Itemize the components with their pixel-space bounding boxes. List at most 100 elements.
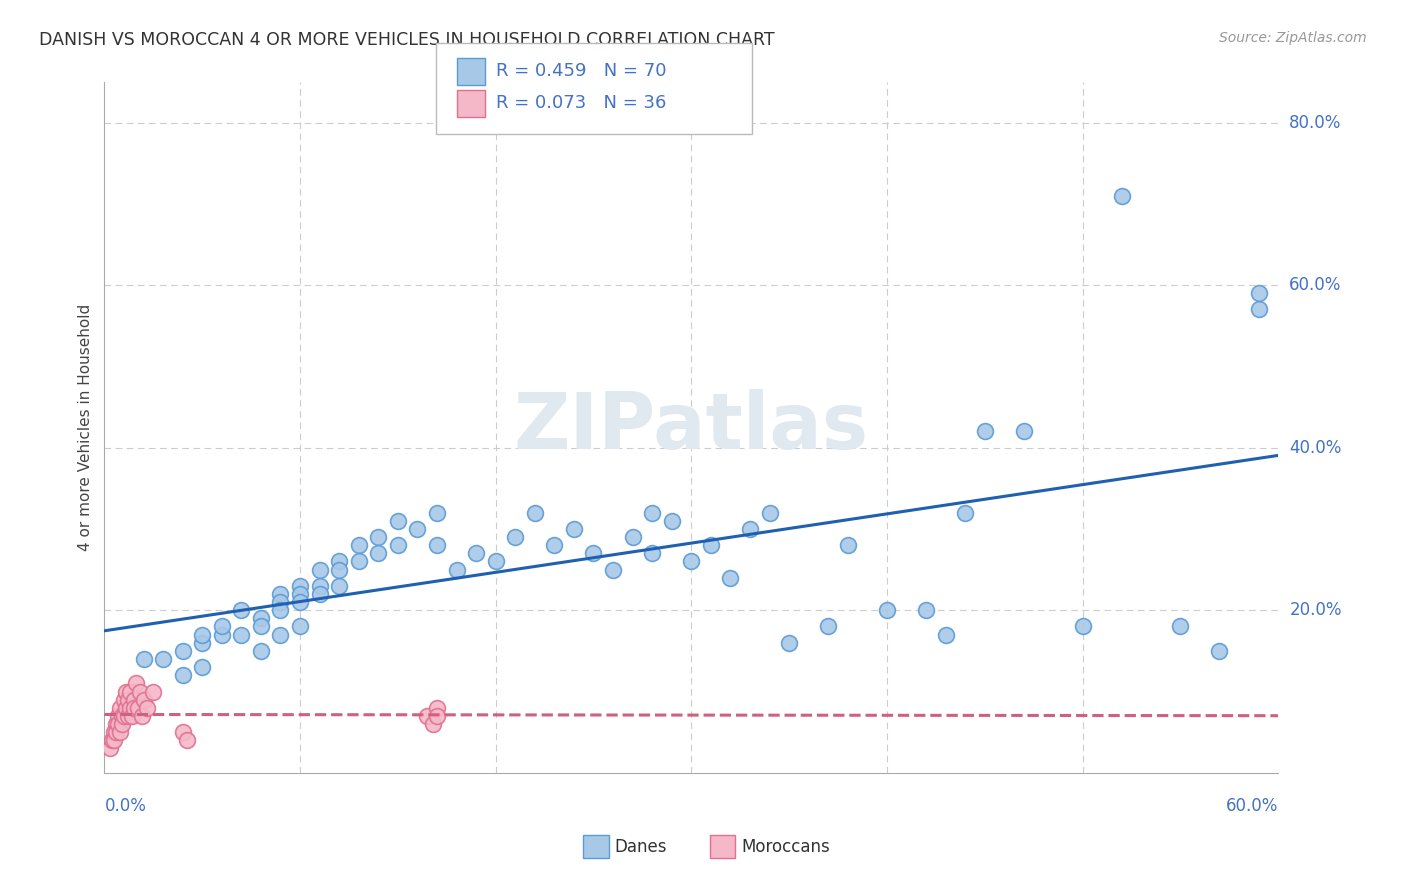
Point	[250, 619, 273, 633]
Point	[118, 700, 141, 714]
Point	[837, 538, 859, 552]
Point	[231, 603, 253, 617]
Point	[98, 741, 121, 756]
Point	[111, 709, 134, 723]
Point	[681, 554, 703, 568]
Point	[641, 546, 664, 560]
Point	[543, 538, 565, 552]
Point	[367, 546, 389, 560]
Text: 40.0%: 40.0%	[1289, 439, 1341, 457]
Point	[152, 652, 174, 666]
Point	[211, 619, 233, 633]
Point	[817, 619, 839, 633]
Point	[108, 725, 131, 739]
Point	[1247, 302, 1270, 317]
Text: Danes: Danes	[614, 838, 666, 855]
Point	[105, 717, 128, 731]
Point	[191, 660, 214, 674]
Point	[465, 546, 488, 560]
Text: 60.0%: 60.0%	[1289, 277, 1341, 294]
Point	[172, 644, 194, 658]
Text: 60.0%: 60.0%	[1226, 797, 1278, 814]
Point	[115, 700, 138, 714]
Text: ZIPatlas: ZIPatlas	[513, 389, 869, 466]
Text: 20.0%: 20.0%	[1289, 601, 1341, 619]
Point	[426, 700, 449, 714]
Point	[347, 554, 370, 568]
Point	[172, 668, 194, 682]
Point	[112, 692, 135, 706]
Point	[328, 554, 350, 568]
Point	[308, 587, 330, 601]
Point	[876, 603, 898, 617]
Point	[112, 709, 135, 723]
Point	[718, 571, 741, 585]
Text: 0.0%: 0.0%	[104, 797, 146, 814]
Point	[1111, 188, 1133, 202]
Point	[269, 587, 291, 601]
Point	[426, 538, 449, 552]
Point	[132, 652, 155, 666]
Point	[127, 700, 149, 714]
Point	[269, 595, 291, 609]
Point	[288, 595, 311, 609]
Point	[117, 709, 139, 723]
Point	[250, 611, 273, 625]
Point	[117, 692, 139, 706]
Point	[103, 725, 125, 739]
Point	[128, 684, 150, 698]
Point	[308, 579, 330, 593]
Point	[387, 538, 409, 552]
Point	[700, 538, 723, 552]
Point	[107, 709, 129, 723]
Point	[125, 676, 148, 690]
Point	[122, 700, 145, 714]
Text: Source: ZipAtlas.com: Source: ZipAtlas.com	[1219, 31, 1367, 45]
Point	[111, 717, 134, 731]
Point	[121, 709, 143, 723]
Point	[1170, 619, 1192, 633]
Point	[191, 627, 214, 641]
Point	[211, 627, 233, 641]
Point	[406, 522, 429, 536]
Point	[738, 522, 761, 536]
Point	[288, 579, 311, 593]
Point	[122, 692, 145, 706]
Point	[426, 506, 449, 520]
Point	[131, 709, 153, 723]
Point	[778, 636, 800, 650]
Point	[562, 522, 585, 536]
Point	[347, 538, 370, 552]
Point	[1012, 425, 1035, 439]
Point	[953, 506, 976, 520]
Point	[387, 514, 409, 528]
Text: 80.0%: 80.0%	[1289, 113, 1341, 131]
Point	[288, 587, 311, 601]
Point	[176, 733, 198, 747]
Point	[935, 627, 957, 641]
Point	[503, 530, 526, 544]
Text: DANISH VS MOROCCAN 4 OR MORE VEHICLES IN HOUSEHOLD CORRELATION CHART: DANISH VS MOROCCAN 4 OR MORE VEHICLES IN…	[39, 31, 775, 49]
Point	[101, 733, 124, 747]
Point	[269, 627, 291, 641]
Point	[107, 717, 129, 731]
Point	[269, 603, 291, 617]
Point	[308, 563, 330, 577]
Point	[328, 563, 350, 577]
Point	[485, 554, 508, 568]
Point	[191, 636, 214, 650]
Point	[1071, 619, 1094, 633]
Y-axis label: 4 or more Vehicles in Household: 4 or more Vehicles in Household	[79, 303, 93, 551]
Point	[416, 709, 439, 723]
Point	[973, 425, 995, 439]
Point	[602, 563, 624, 577]
Point	[328, 579, 350, 593]
Point	[105, 725, 128, 739]
Point	[132, 692, 155, 706]
Point	[367, 530, 389, 544]
Point	[915, 603, 938, 617]
Point	[231, 627, 253, 641]
Point	[422, 717, 444, 731]
Point	[172, 725, 194, 739]
Text: R = 0.073   N = 36: R = 0.073 N = 36	[496, 95, 666, 112]
